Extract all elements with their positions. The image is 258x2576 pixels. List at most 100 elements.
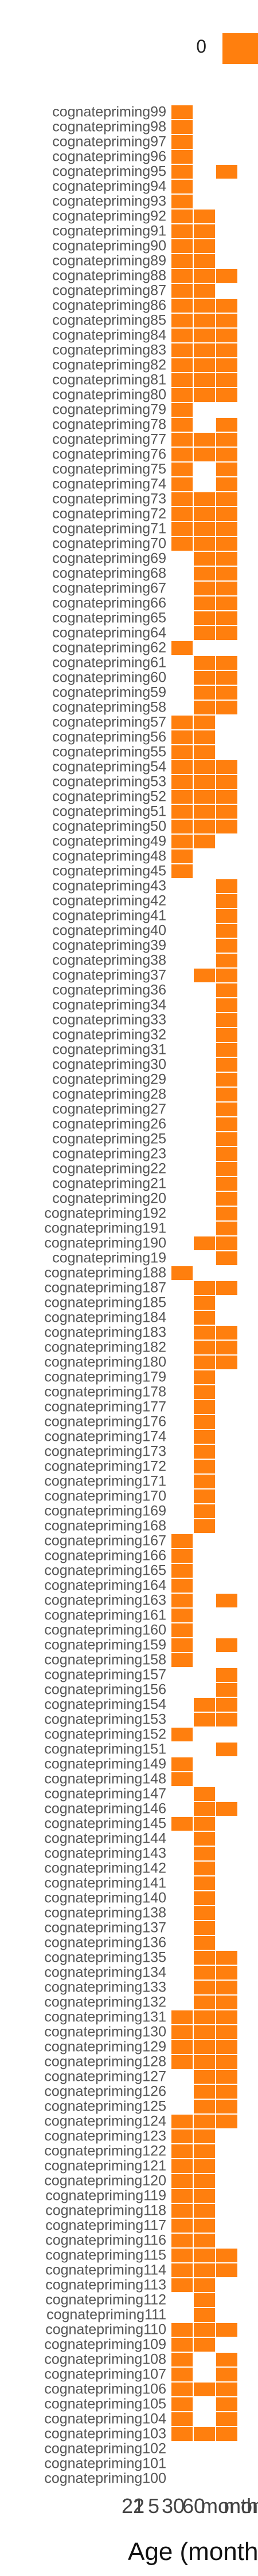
heatmap-cell — [194, 2025, 215, 2039]
heatmap-cell — [216, 879, 237, 893]
heatmap-cell — [194, 671, 215, 685]
row-label: cognatepriming115 — [45, 2247, 166, 2263]
heatmap-cell — [194, 1341, 215, 1354]
heatmap-cell — [216, 998, 237, 1012]
heatmap-cell — [216, 567, 237, 580]
row-label: cognatepriming148 — [44, 1771, 166, 1787]
heatmap-cell — [171, 239, 193, 253]
heatmap-cell — [194, 2293, 215, 2307]
heatmap-cell — [194, 745, 215, 759]
heatmap-cell — [194, 2219, 215, 2233]
heatmap-cell — [171, 2129, 193, 2143]
heatmap-cell — [171, 1728, 193, 1741]
heatmap-cell — [171, 105, 193, 119]
heatmap-cell — [194, 656, 215, 670]
row-label: cognatepriming133 — [44, 1979, 166, 1995]
heatmap-cell — [194, 596, 215, 610]
row-label: cognatepriming79 — [52, 401, 166, 417]
row-label: cognatepriming158 — [44, 1652, 166, 1668]
heatmap-cell — [171, 1638, 193, 1652]
heatmap-cell — [171, 2234, 193, 2247]
heatmap-cell — [216, 2397, 237, 2411]
heatmap-cell — [216, 954, 237, 967]
heatmap-cell — [216, 2249, 237, 2262]
legend-swatch — [222, 33, 258, 64]
heatmap-cell — [216, 537, 237, 551]
heatmap-cell — [216, 2055, 237, 2069]
heatmap-cell — [194, 1415, 215, 1429]
row-label: cognatepriming103 — [44, 2425, 166, 2441]
heatmap-cell — [216, 2025, 237, 2039]
heatmap-cell — [194, 358, 215, 372]
heatmap-cell — [171, 2174, 193, 2188]
heatmap-cell — [216, 165, 237, 179]
heatmap-cell — [171, 195, 193, 208]
row-label: cognatepriming145 — [44, 1815, 166, 1831]
row-label: cognatepriming74 — [52, 476, 166, 492]
row-label: cognatepriming69 — [52, 550, 166, 566]
row-label: cognatepriming92 — [52, 208, 166, 224]
row-label: cognatepriming72 — [52, 505, 166, 521]
heatmap-cell — [216, 1341, 237, 1354]
heatmap-cell — [194, 2263, 215, 2277]
row-label: cognatepriming101 — [44, 2455, 166, 2471]
heatmap-cell — [194, 1445, 215, 1459]
heatmap-cell — [216, 1683, 237, 1697]
row-label: cognatepriming65 — [52, 610, 166, 626]
row-label: cognatepriming144 — [44, 1830, 166, 1846]
heatmap-cell — [194, 2085, 215, 2099]
row-label: cognatepriming149 — [44, 1756, 166, 1772]
row-label: cognatepriming123 — [44, 2128, 166, 2144]
heatmap-cell — [194, 1951, 215, 1965]
heatmap-cell — [216, 686, 237, 700]
row-label: cognatepriming60 — [52, 669, 166, 685]
row-label: cognatepriming127 — [44, 2068, 166, 2084]
heatmap-cell — [216, 790, 237, 804]
heatmap-cell — [194, 1385, 215, 1399]
row-label: cognatepriming78 — [52, 416, 166, 432]
row-label: cognatepriming156 — [44, 1681, 166, 1697]
heatmap-cell — [194, 1326, 215, 1340]
heatmap-cell — [216, 1073, 237, 1086]
row-label: cognatepriming34 — [52, 997, 166, 1013]
heatmap-cell — [216, 909, 237, 923]
row-label: cognatepriming184 — [44, 1309, 166, 1325]
row-label: cognatepriming51 — [52, 803, 166, 819]
row-label: cognatepriming107 — [44, 2366, 166, 2382]
heatmap-cell — [216, 582, 237, 595]
heatmap-cell — [194, 433, 215, 447]
row-label: cognatepriming128 — [44, 2053, 166, 2069]
row-label: cognatepriming182 — [44, 1339, 166, 1355]
heatmap-cell — [216, 1236, 237, 1250]
row-label: cognatepriming118 — [45, 2202, 166, 2218]
row-label: cognatepriming132 — [44, 1994, 166, 2010]
heatmap-cell — [216, 343, 237, 357]
row-label: cognatepriming142 — [44, 1860, 166, 1876]
heatmap-cell — [194, 1504, 215, 1518]
row-label: cognatepriming178 — [44, 1384, 166, 1400]
row-label: cognatepriming170 — [44, 1488, 166, 1504]
heatmap-cell — [216, 522, 237, 536]
heatmap-cell — [216, 269, 237, 283]
row-label: cognatepriming37 — [52, 967, 166, 983]
heatmap-cell — [171, 135, 193, 149]
heatmap-cell — [194, 1296, 215, 1310]
heatmap-cell — [171, 1609, 193, 1622]
heatmap-cell — [171, 2427, 193, 2441]
row-label: cognatepriming137 — [44, 1919, 166, 1935]
row-label: cognatepriming177 — [44, 1398, 166, 1415]
row-label: cognatepriming30 — [52, 1056, 166, 1072]
row-label: cognatepriming168 — [44, 1518, 166, 1534]
heatmap-cell — [194, 2189, 215, 2203]
heatmap-cell — [216, 1147, 237, 1161]
row-label: cognatepriming169 — [44, 1503, 166, 1519]
heatmap-cell — [194, 969, 215, 982]
heatmap-cell — [194, 1966, 215, 1980]
row-label: cognatepriming143 — [44, 1845, 166, 1861]
row-label: cognatepriming71 — [52, 520, 166, 536]
heatmap-cell — [216, 2427, 237, 2441]
row-label: cognatepriming85 — [52, 312, 166, 328]
row-label: cognatepriming43 — [52, 878, 166, 894]
heatmap-cell — [194, 820, 215, 833]
heatmap-cell — [171, 2025, 193, 2039]
